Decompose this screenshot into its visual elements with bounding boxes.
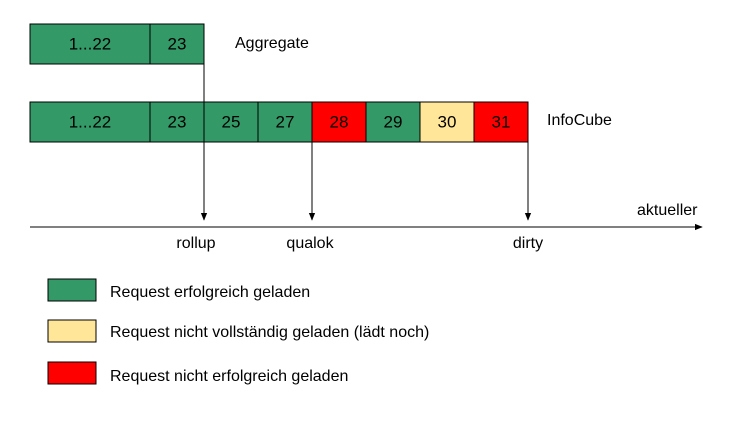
infocube-cell-label: 29 <box>384 113 403 132</box>
infocube-cell-label: 30 <box>438 113 457 132</box>
dirty-label: dirty <box>513 235 543 252</box>
infocube-cell-label: 28 <box>330 113 349 132</box>
qualok-label: qualok <box>286 235 334 252</box>
infocube-cell-label: 23 <box>168 113 187 132</box>
aggregate-cell <box>149 23 205 65</box>
timeline-axis: aktueller <box>30 202 703 231</box>
infocube-cell-label: 25 <box>222 113 241 132</box>
marker-arrows <box>200 64 532 221</box>
infocube-label: InfoCube <box>547 112 612 129</box>
infocube-cell <box>473 101 529 143</box>
infocube-cell <box>203 101 259 143</box>
infocube-cell <box>311 101 367 143</box>
infocube-cell <box>29 101 151 143</box>
aggregate-row: 1...22 23 Aggregate <box>29 23 309 65</box>
aggregate-label: Aggregate <box>235 35 309 52</box>
infocube-cell-label: 1...22 <box>69 113 112 132</box>
aggregate-cell <box>29 23 151 65</box>
aggregate-cell-label: 23 <box>168 35 187 54</box>
legend-label-success: Request erfolgreich geladen <box>110 284 310 301</box>
legend-swatch-success <box>47 278 97 302</box>
infocube-cell <box>365 101 421 143</box>
infocube-cell <box>257 101 313 143</box>
infocube-cell-label: 27 <box>276 113 295 132</box>
legend-swatch-failed <box>47 361 97 385</box>
legend-label-failed: Request nicht erfolgreich geladen <box>110 368 348 385</box>
legend: Request erfolgreich geladen Request nich… <box>47 278 429 385</box>
legend-swatch-loading <box>47 319 97 343</box>
rollup-label: rollup <box>176 235 215 252</box>
infocube-cell <box>419 101 475 143</box>
infocube-row: 1...22 23 25 27 28 29 30 31 InfoCube <box>29 101 612 143</box>
aggregate-cell-label: 1...22 <box>69 35 112 54</box>
marker-labels: rollup qualok dirty <box>176 235 543 252</box>
infocube-cell-label: 31 <box>492 113 511 132</box>
legend-label-loading: Request nicht vollständig geladen (lädt … <box>110 324 429 341</box>
timeline-label: aktueller <box>637 202 698 219</box>
